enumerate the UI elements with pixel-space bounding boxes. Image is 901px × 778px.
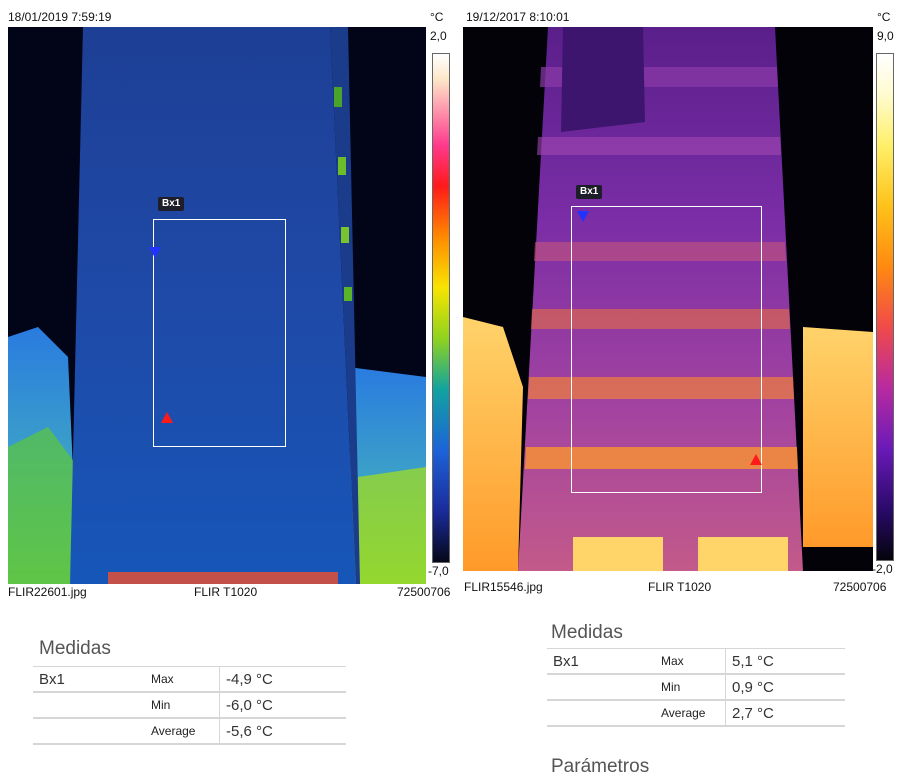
right-serial: 72500706 <box>833 580 887 594</box>
left-scale-min: -7,0 <box>428 564 449 578</box>
right-color-scale <box>876 53 894 561</box>
table-row: Min 0,9 °C <box>547 674 845 700</box>
measurement-object: Bx1 <box>39 670 65 688</box>
right-max-marker-icon <box>750 454 762 465</box>
left-filename: FLIR22601.jpg <box>8 585 87 599</box>
right-parameters-title: Parámetros <box>551 756 650 777</box>
left-color-scale <box>432 53 450 563</box>
measurement-object <box>33 692 145 718</box>
measurement-object: Bx1 <box>553 652 579 670</box>
right-thermal-image <box>463 27 873 571</box>
right-scale-unit: °C <box>877 10 891 24</box>
right-camera-model: FLIR T1020 <box>648 580 712 594</box>
measurement-label: Average <box>151 724 196 738</box>
right-measurement-box[interactable] <box>571 206 762 493</box>
measurement-value: -4,9 °C <box>219 666 346 692</box>
left-measurement-box[interactable] <box>153 219 286 447</box>
left-max-marker-icon <box>161 412 173 423</box>
table-row: Bx1 Max -4,9 °C <box>33 666 346 692</box>
measurement-label: Average <box>661 706 706 720</box>
measurement-value: 2,7 °C <box>725 700 845 726</box>
left-scale-unit: °C <box>430 10 444 24</box>
measurement-object <box>547 700 655 726</box>
right-min-marker-icon <box>577 211 589 222</box>
table-row: Average -5,6 °C <box>33 718 346 744</box>
left-serial: 72500706 <box>397 585 451 599</box>
measurement-value: 0,9 °C <box>725 674 845 700</box>
right-filename: FLIR15546.jpg <box>464 580 543 594</box>
measurement-label: Max <box>151 672 174 686</box>
measurement-value: -6,0 °C <box>219 692 346 718</box>
measurement-object <box>547 674 655 700</box>
table-row: Average 2,7 °C <box>547 700 845 726</box>
measurement-value: -5,6 °C <box>219 718 346 744</box>
measurement-value: 5,1 °C <box>725 648 845 674</box>
measurement-object <box>33 718 145 744</box>
measurement-label: Min <box>151 698 171 712</box>
right-measurements-table: Bx1 Max 5,1 °C Min 0,9 °C Average 2,7 °C <box>547 648 845 727</box>
left-scale-max: 2,0 <box>430 29 447 43</box>
table-row: Min -6,0 °C <box>33 692 346 718</box>
measurement-label: Min <box>661 680 681 694</box>
left-camera-model: FLIR T1020 <box>194 585 258 599</box>
left-min-marker-icon <box>149 247 161 258</box>
right-timestamp: 19/12/2017 8:10:01 <box>466 10 570 24</box>
left-thermal-image <box>8 27 426 584</box>
left-measurements-table: Bx1 Max -4,9 °C Min -6,0 °C Average -5,6… <box>33 666 346 745</box>
right-scale-max: 9,0 <box>877 29 894 43</box>
left-timestamp: 18/01/2019 7:59:19 <box>8 10 112 24</box>
right-measurements-title: Medidas <box>551 622 623 643</box>
left-measurements-title: Medidas <box>39 638 111 659</box>
left-box-label[interactable]: Bx1 <box>158 197 185 211</box>
right-box-label[interactable]: Bx1 <box>576 185 603 199</box>
measurement-label: Max <box>661 654 684 668</box>
right-scale-min: -2,0 <box>872 562 893 576</box>
table-row: Bx1 Max 5,1 °C <box>547 648 845 674</box>
